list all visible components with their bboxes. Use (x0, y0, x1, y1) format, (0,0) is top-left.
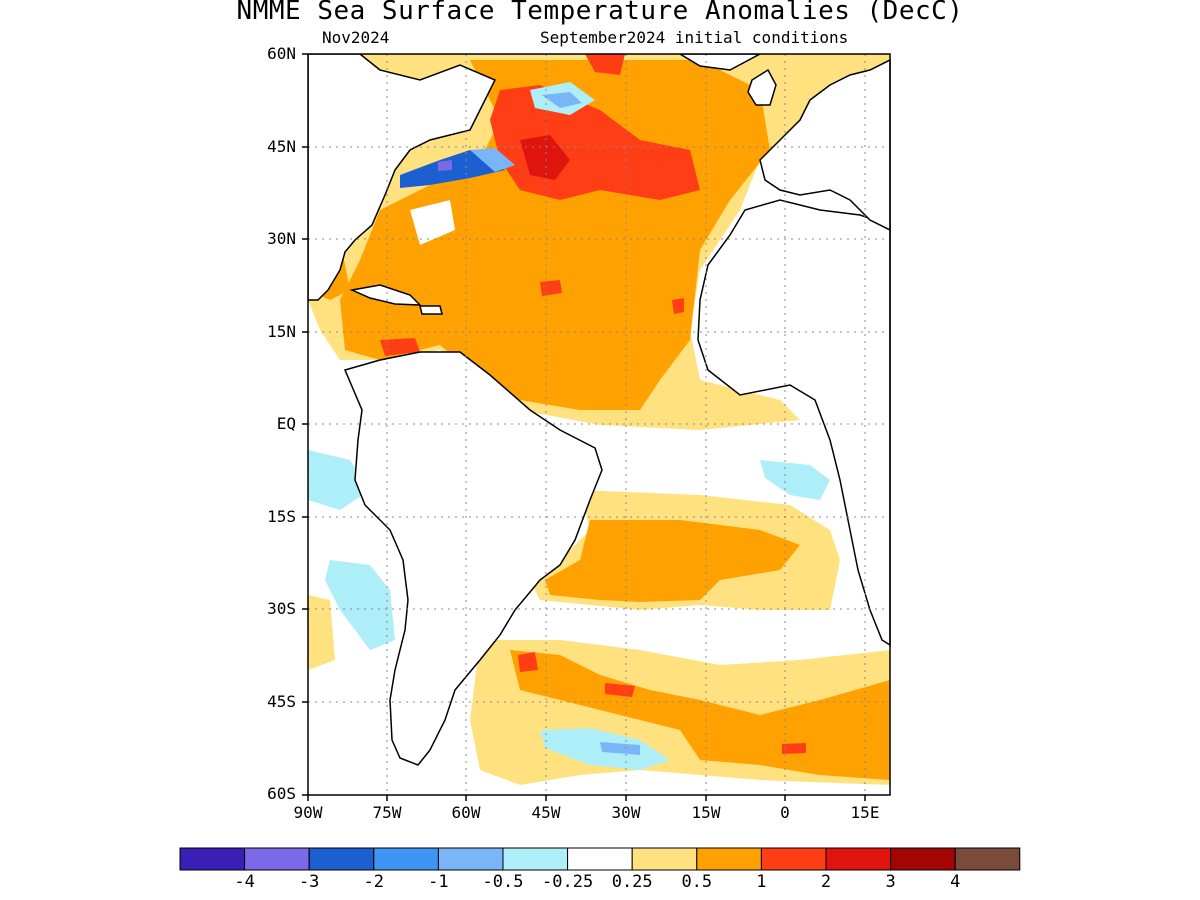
colorbar-tick-label: 2 (820, 872, 832, 892)
lat-label-30s: 30S (267, 599, 296, 618)
colorbar-tick-label: -0.25 (542, 872, 594, 892)
valid-month-label: Nov2024 (322, 28, 390, 47)
anomaly-field (308, 54, 890, 785)
anomaly-region-se-cyan (760, 460, 830, 500)
colorbar-swatch (760, 847, 827, 871)
cuba-island (349, 284, 422, 306)
colorbar-swatch (696, 847, 762, 871)
anomaly-region-gulf-lightblue (470, 148, 515, 172)
colorbar-tick-label: 0.25 (611, 872, 653, 892)
anomaly-region-ss-red-3 (782, 743, 806, 754)
lon-label-15e: 15E (850, 803, 880, 822)
land (308, 54, 891, 766)
lat-label-60n: 60N (267, 44, 296, 63)
africa-landmass (697, 199, 891, 647)
anomaly-region-gulf-blue (400, 150, 505, 188)
colorbar-tick-label: -2 (363, 872, 385, 892)
anomaly-region-sw-white (410, 200, 455, 245)
greenland-tip (678, 54, 761, 71)
gridlines (308, 54, 890, 795)
anomaly-region-ss-blue (600, 742, 640, 755)
lat-label-30n: 30N (267, 229, 296, 248)
colorbar-tick-label: -4 (234, 872, 255, 892)
colorbar-tick-label: -3 (298, 872, 320, 892)
colorbar-swatch (179, 847, 246, 871)
colorbar-tick-label: 4 (950, 872, 961, 892)
lat-label-eq: EQ (276, 414, 296, 433)
lon-label-90w: 90W (293, 803, 323, 822)
colorbar-swatch (890, 847, 956, 871)
colorbar-tick-label: -0.5 (482, 872, 524, 892)
colorbar-tick-label: 1 (756, 872, 767, 892)
north-america-landmass (308, 54, 497, 301)
lon-label-0: 0 (780, 803, 790, 822)
colorbar-swatch (308, 847, 375, 871)
south-america-landmass (343, 351, 603, 766)
lon-label-75w: 75W (372, 803, 402, 822)
anomaly-region-labrador-blue (542, 92, 582, 108)
colorbar-swatch (373, 847, 439, 871)
anomaly-region-mid-red-2 (672, 298, 684, 314)
british-isles (747, 68, 777, 106)
colorbar-swatch (631, 847, 698, 871)
chart-title: NMME Sea Surface Temperature Anomalies (… (236, 0, 964, 26)
anomaly-region-gulf-purple (438, 160, 452, 171)
anomaly-region-sa-orange (545, 520, 800, 602)
colorbar-tick-label: -1 (428, 872, 449, 892)
anomaly-region-ss-red-1 (518, 652, 538, 672)
lat-label-15s: 15S (267, 507, 296, 526)
anomaly-region-ss-red-2 (605, 683, 635, 697)
lon-label-45w: 45W (531, 803, 561, 822)
anomaly-region-sp-cyan (308, 450, 370, 510)
anomaly-region-ne-red (585, 54, 625, 75)
colorbar-tick-label: 0.5 (681, 872, 713, 892)
colorbar-swatch (244, 847, 310, 871)
initial-conditions-label: September2024 initial conditions (540, 28, 849, 47)
axis-ticks (302, 53, 866, 801)
lat-label-45n: 45N (267, 137, 296, 156)
lon-label-15w: 15W (691, 803, 721, 822)
anomaly-region-caribbean-red (380, 338, 420, 356)
anomaly-region-na-darkred (520, 135, 570, 180)
lon-label-60w: 60W (451, 803, 481, 822)
colorbar-swatch (825, 847, 892, 871)
colorbar-swatch (502, 847, 569, 871)
lat-label-15n: 15N (267, 322, 296, 341)
colorbar-swatch (437, 847, 504, 871)
anomaly-region-sp-yellow (308, 595, 335, 670)
colorbar-swatch (567, 847, 633, 871)
colorbar-tick-label: 3 (885, 872, 896, 892)
anomaly-region-sp-cyan-2 (325, 560, 395, 650)
lon-label-30w: 30W (611, 803, 641, 822)
lat-label-45s: 45S (267, 692, 296, 711)
colorbar-swatch (954, 847, 1021, 871)
lat-label-60s: 60S (267, 784, 296, 803)
hispaniola-island (419, 305, 443, 315)
